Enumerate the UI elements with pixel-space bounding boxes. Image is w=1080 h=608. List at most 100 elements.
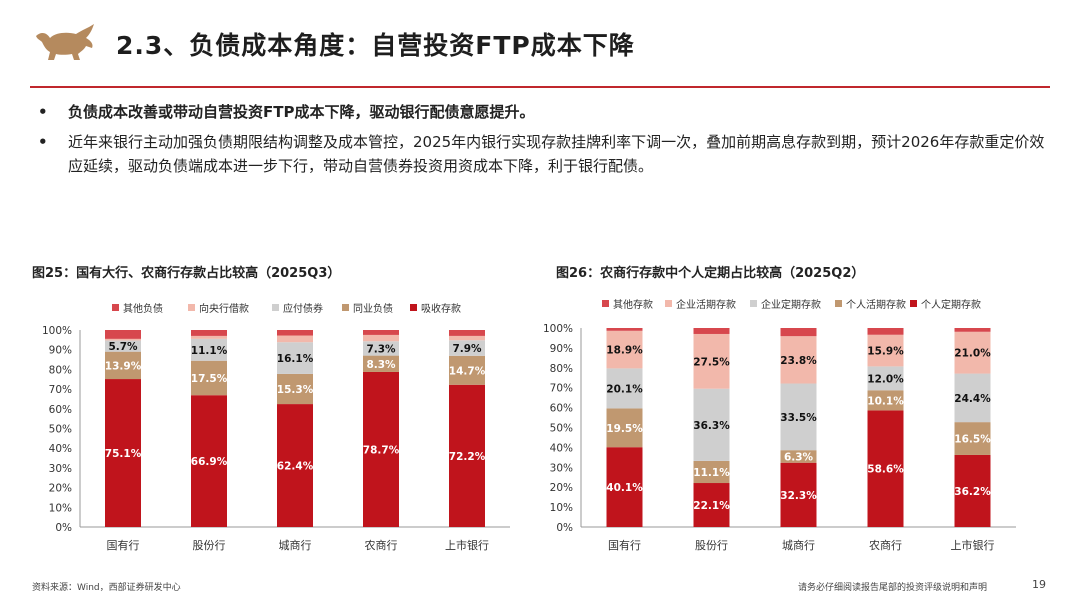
stacked-bar-chart-fig26: 其他存款 企业活期存款 企业定期存款 个人活期存款 个人定期存款 0% 10% 20% 30% 4… (543, 298, 1016, 552)
y-tick-label: 10% (550, 502, 573, 514)
data-label: 21.0% (954, 348, 991, 360)
bar-segment (954, 373, 991, 423)
bar-segment (105, 351, 141, 380)
legend-label: 企业活期存款 (676, 298, 736, 311)
data-label: 32.3% (780, 490, 817, 502)
bullet-text: 负债成本改善或带动自营投资FTP成本下降，驱动银行配债意愿提升。 (68, 103, 535, 121)
legend-swatch (410, 304, 417, 311)
bar-segment (606, 408, 643, 448)
data-label: 10.1% (867, 395, 904, 407)
bar-segment (867, 366, 904, 391)
data-label: 11.1% (191, 345, 228, 357)
bar-segment (449, 340, 485, 356)
bar-segment (606, 447, 643, 527)
data-label: 7.3% (366, 343, 396, 355)
y-tick-label: 50% (550, 423, 573, 435)
data-label: 6.3% (784, 451, 814, 463)
y-tick-label: 50% (49, 424, 72, 436)
y-tick-label: 0% (556, 522, 573, 534)
legend-label: 其他负债 (123, 302, 163, 315)
x-tick-label: 国有行 (608, 538, 641, 552)
data-label: 5.7% (108, 341, 138, 353)
y-tick-label: 30% (49, 463, 72, 475)
data-label: 27.5% (693, 356, 730, 368)
legend-label: 同业负债 (353, 302, 393, 315)
legend-swatch (188, 304, 195, 311)
y-tick-label: 70% (550, 383, 573, 395)
legend-swatch (665, 300, 672, 307)
bar-segment (780, 383, 817, 451)
bar-segment (449, 384, 485, 527)
x-tick-label: 城商行 (279, 538, 312, 552)
y-tick-label: 0% (55, 522, 72, 534)
x-tick-label: 国有行 (107, 538, 140, 552)
legend-item: 同业负债 (342, 302, 393, 315)
bar-segment (449, 355, 485, 385)
data-label: 36.2% (954, 486, 991, 498)
bar-segment (277, 373, 313, 405)
data-label: 15.3% (277, 384, 314, 396)
bar-segment (105, 379, 141, 527)
bar-segment (363, 341, 399, 356)
y-tick-label: 90% (49, 345, 72, 357)
bar-segment (867, 334, 904, 367)
bar-segment (954, 328, 991, 332)
bar-segment (693, 388, 730, 461)
data-label: 16.1% (277, 353, 314, 365)
bar-segment (867, 390, 904, 411)
bar-segment (105, 340, 141, 352)
bar-segment (867, 328, 904, 335)
legend-label: 向央行借款 (199, 302, 249, 315)
data-label: 11.1% (693, 467, 730, 479)
legend-swatch (602, 300, 609, 307)
y-tick-label: 60% (49, 404, 72, 416)
legend-swatch (112, 304, 119, 311)
legend-swatch (835, 300, 842, 307)
legend-item: 个人活期存款 (835, 298, 906, 311)
x-tick-label: 上市银行 (445, 538, 489, 552)
legend-label: 吸收存款 (421, 302, 461, 315)
y-tick-label: 60% (550, 403, 573, 415)
bar-segment (191, 330, 227, 336)
x-tick-label: 股份行 (695, 539, 728, 552)
bar-segment (363, 330, 399, 335)
legend-item: 其他存款 (602, 298, 653, 311)
data-label: 75.1% (105, 448, 142, 460)
bullet-dot: • (38, 133, 48, 151)
bar-segment (606, 368, 643, 409)
legend-swatch (910, 300, 917, 307)
bar-segment (277, 342, 313, 374)
bar-segment (191, 360, 227, 396)
data-label: 8.3% (366, 359, 396, 371)
bullet-dot: • (38, 103, 48, 121)
stacked-bar-chart-fig25: 其他负债 向央行借款 应付债券 同业负债 吸收存款 0% 10% 20% 30% 40% 50% 60… (42, 302, 510, 552)
data-label: 20.1% (606, 383, 643, 395)
data-label: 13.9% (105, 360, 142, 372)
data-label: 78.7% (363, 444, 400, 456)
bar-segment (954, 331, 991, 374)
y-tick-label: 100% (42, 325, 72, 337)
y-tick-label: 40% (49, 443, 72, 455)
bar-segment (693, 483, 730, 527)
page-number: 19 (1032, 578, 1046, 591)
bar-segment (363, 371, 399, 527)
data-label: 7.9% (452, 343, 482, 355)
legend-swatch (272, 304, 279, 311)
data-label: 33.5% (780, 412, 817, 424)
bar-segment (954, 422, 991, 455)
y-tick-label: 80% (550, 363, 573, 375)
bar-segment (606, 328, 643, 331)
chart-title-fig25: 图25：国有大行、农商行存款占比较高（2025Q3） (32, 266, 341, 281)
bar-segment (693, 328, 730, 334)
y-tick-label: 20% (49, 483, 72, 495)
bull-icon (36, 24, 94, 60)
bar-segment (191, 335, 227, 339)
y-tick-label: 100% (543, 323, 573, 335)
bullet-item: • 负债成本改善或带动自营投资FTP成本下降，驱动银行配债意愿提升。 (38, 100, 1048, 124)
data-label: 19.5% (606, 423, 643, 435)
legend-item: 应付债券 (272, 302, 323, 315)
bar-segment (954, 454, 991, 527)
data-label: 14.7% (449, 365, 486, 377)
data-label: 40.1% (606, 482, 643, 494)
legend-label: 其他存款 (613, 298, 653, 311)
